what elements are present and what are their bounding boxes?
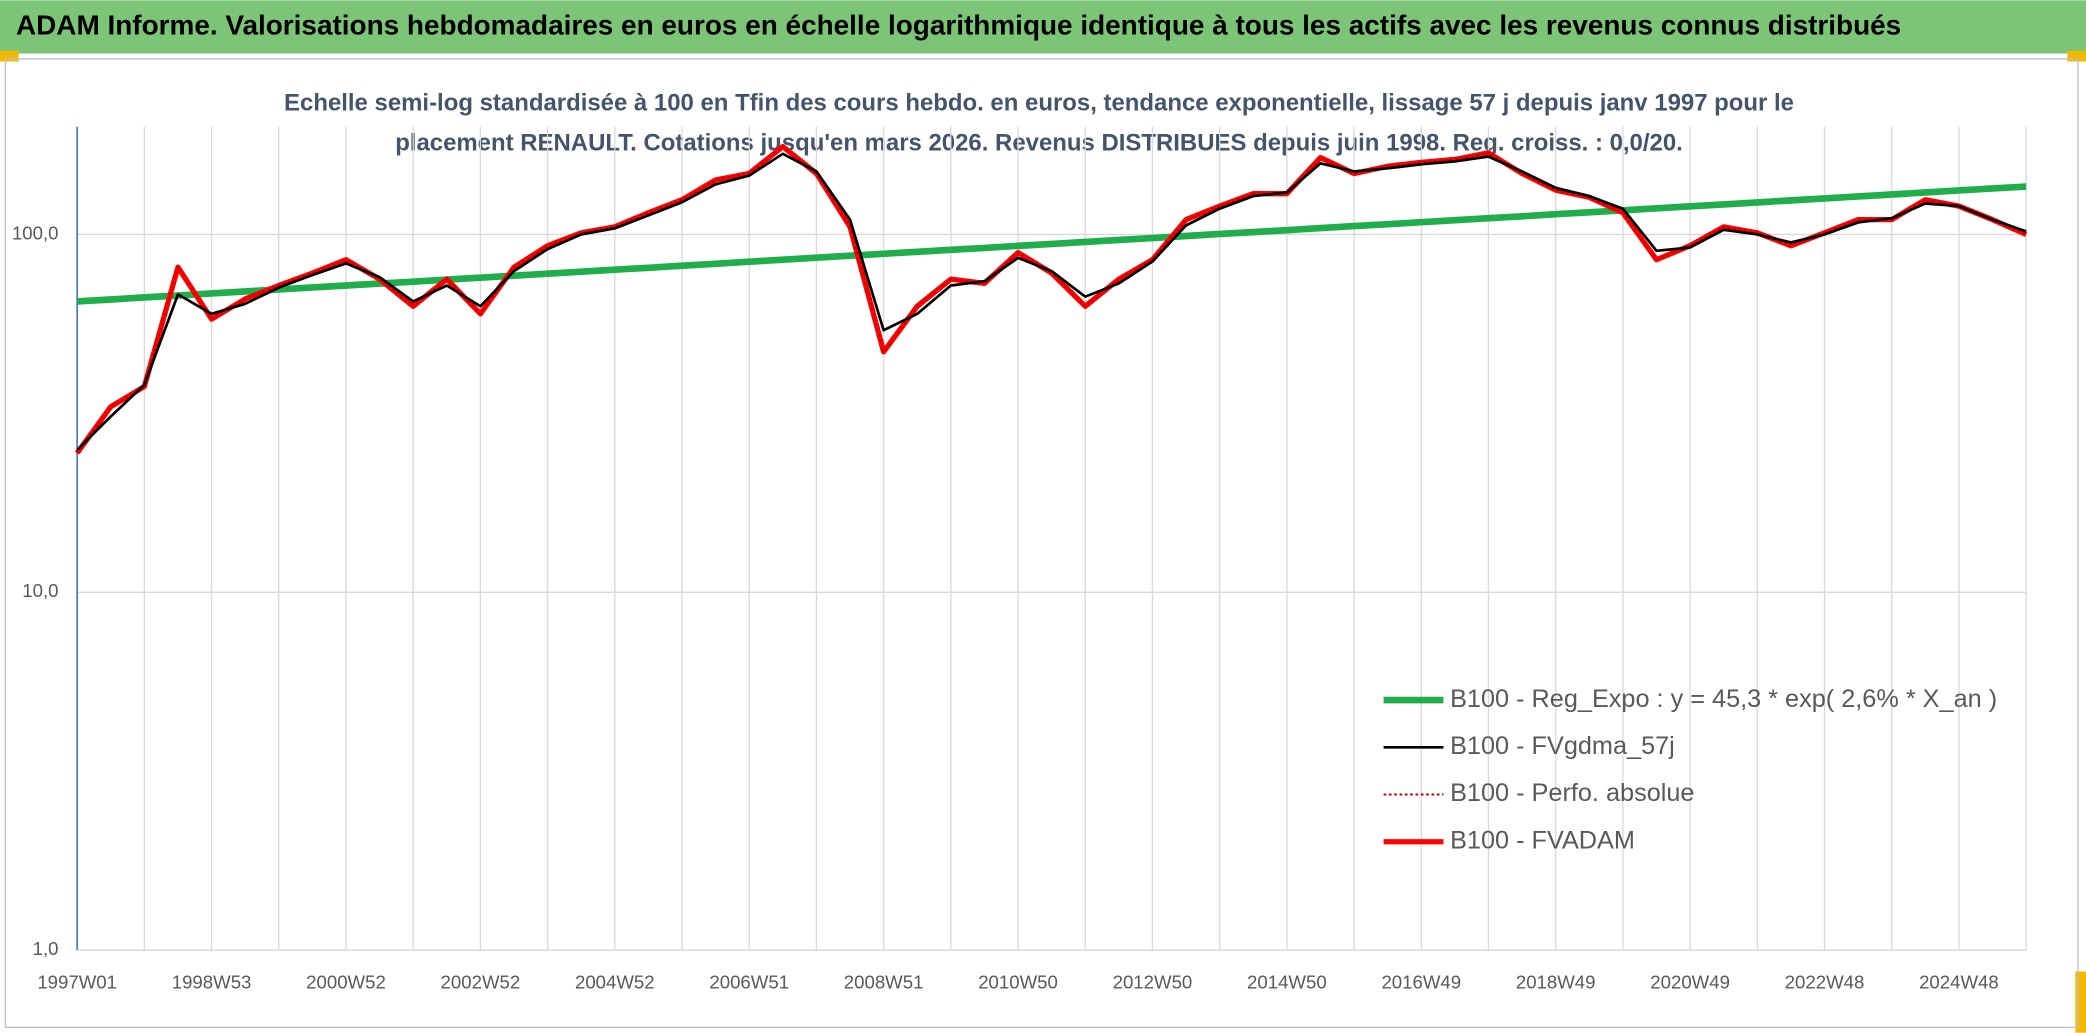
legend-label: B100 - FVADAM bbox=[1450, 826, 1635, 854]
series-line bbox=[76, 183, 2027, 305]
x-tick-label: 2008W51 bbox=[844, 971, 924, 992]
corner-tab bbox=[0, 50, 19, 62]
x-tick-label: 2002W52 bbox=[441, 971, 521, 992]
frame bbox=[4, 58, 2079, 1029]
x-tick-label: 2000W52 bbox=[306, 971, 386, 992]
x-tick-label: 2010W50 bbox=[978, 971, 1058, 992]
chart-subtitle: Echelle semi-log standardisée à 100 en T… bbox=[284, 89, 1794, 116]
x-tick-label: 2022W48 bbox=[1785, 971, 1865, 992]
legend-label: B100 - Reg_Expo : y = 45,3 * exp( 2,6% *… bbox=[1450, 685, 1997, 713]
y-tick-label: 100,0 bbox=[12, 222, 59, 243]
corner-tab bbox=[2075, 971, 2086, 1033]
corner-tab bbox=[2067, 50, 2086, 62]
x-tick-label: 2006W51 bbox=[709, 971, 789, 992]
x-tick-label: 2012W50 bbox=[1113, 971, 1193, 992]
title-bar bbox=[0, 0, 2086, 54]
x-tick-label: 2020W49 bbox=[1650, 971, 1730, 992]
chart-title: ADAM Informe. Valorisations hebdomadaire… bbox=[16, 9, 1901, 40]
chart-subtitle: placement RENAULT. Cotations jusqu'en ma… bbox=[395, 129, 1683, 156]
series-line bbox=[76, 145, 2027, 454]
series-line bbox=[76, 152, 2027, 451]
x-tick-label: 2014W50 bbox=[1247, 971, 1327, 992]
legend-label: B100 - FVgdma_57j bbox=[1450, 732, 1675, 760]
x-tick-label: 2024W48 bbox=[1919, 971, 1999, 992]
x-tick-label: 2018W49 bbox=[1516, 971, 1596, 992]
y-tick-label: 10,0 bbox=[22, 580, 58, 601]
x-tick-label: 1997W01 bbox=[37, 971, 117, 992]
x-tick-label: 2016W49 bbox=[1381, 971, 1461, 992]
x-tick-label: 1998W53 bbox=[172, 971, 252, 992]
y-tick-label: 1,0 bbox=[33, 938, 59, 959]
legend-label: B100 - Perfo. absolue bbox=[1450, 779, 1694, 807]
x-tick-label: 2004W52 bbox=[575, 971, 655, 992]
